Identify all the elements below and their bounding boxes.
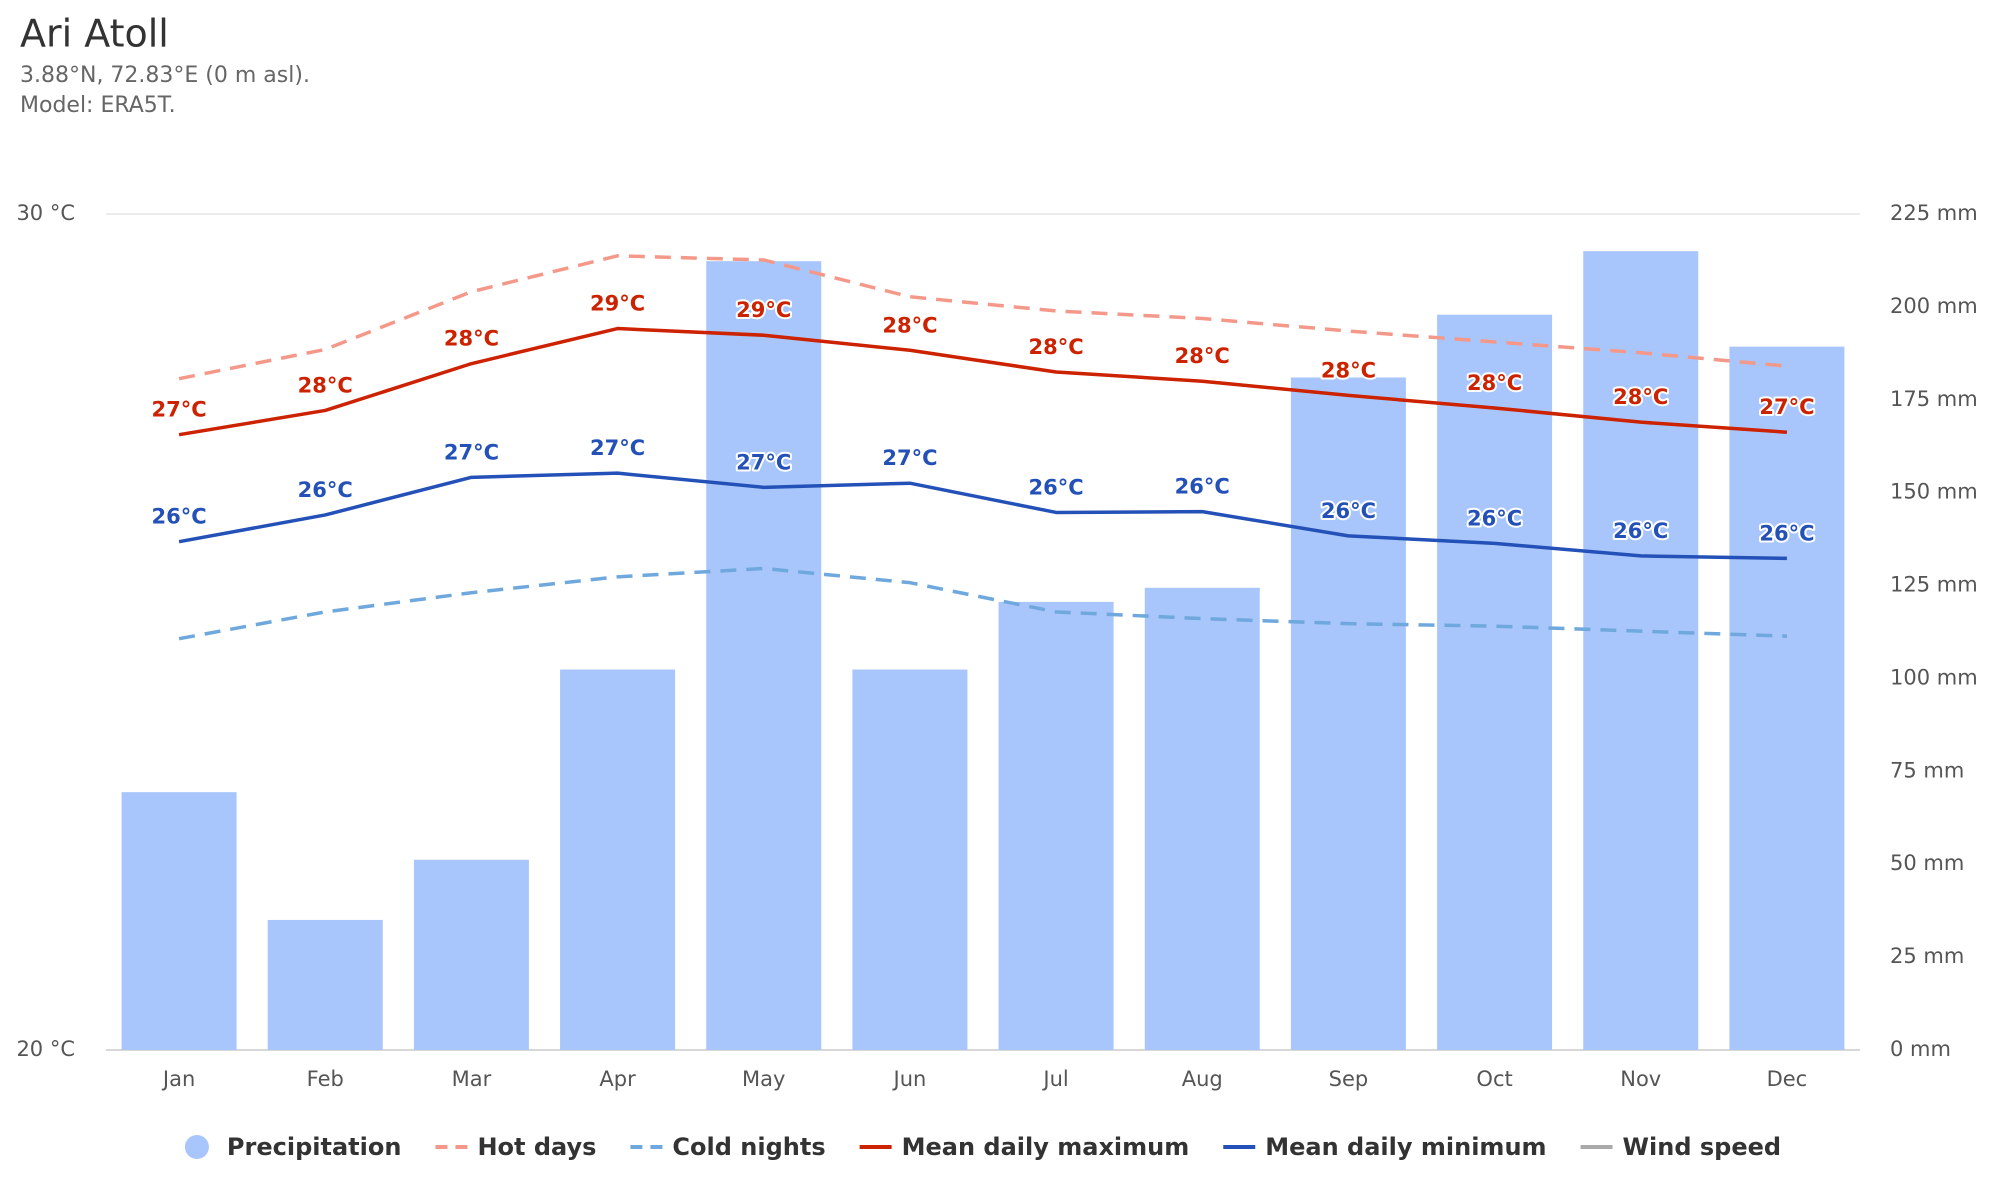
data-label: 27°C: [1759, 395, 1814, 419]
y2-tick-label: 150 mm: [1890, 480, 1978, 504]
y2-tick-label: 175 mm: [1890, 387, 1978, 411]
data-label: 28°C: [1029, 335, 1084, 359]
y2-tick-label: 125 mm: [1890, 573, 1978, 597]
data-label: 29°C: [590, 292, 645, 316]
x-tick-label: Apr: [599, 1067, 636, 1091]
y2-tick-label: 75 mm: [1890, 758, 1964, 782]
legend: Precipitation Hot days Cold nights Mean dai…: [184, 1133, 1782, 1161]
y-tick-label: 20 °C: [16, 1037, 75, 1061]
y2-tick-label: 50 mm: [1890, 851, 1964, 875]
bar: [1729, 346, 1845, 1050]
data-label: 29°C: [736, 298, 791, 322]
legend-item[interactable]: Mean daily minimum: [1223, 1133, 1547, 1161]
y2-tick-label: 225 mm: [1890, 201, 1978, 225]
data-label: 28°C: [444, 327, 499, 351]
line: [178, 566, 1787, 641]
data-label: 28°C: [1467, 371, 1522, 395]
legend-item[interactable]: Cold nights: [630, 1133, 826, 1161]
data-label: 27°C: [590, 436, 645, 460]
bar: [121, 792, 237, 1050]
legend-item[interactable]: Hot days: [435, 1133, 596, 1161]
legend-label: Wind speed: [1623, 1133, 1782, 1161]
chart-subtitle: Model: ERA5T.: [20, 93, 176, 118]
bar: [1583, 251, 1699, 1051]
data-label: 26°C: [1613, 519, 1668, 543]
legend-symbol: [184, 1135, 209, 1159]
data-label: 27°C: [152, 398, 207, 422]
x-tick-label: Dec: [1767, 1067, 1808, 1091]
legend-label: Mean daily minimum: [1265, 1133, 1546, 1161]
x-tick-label: Mar: [452, 1067, 492, 1091]
line: [178, 254, 1788, 381]
data-label: 27°C: [736, 450, 791, 474]
legend-label: Mean daily maximum: [902, 1133, 1190, 1161]
bar: [1290, 377, 1406, 1050]
data-label: 26°C: [1029, 475, 1084, 499]
x-tick-label: May: [742, 1067, 785, 1091]
x-tick-label: Jun: [892, 1067, 927, 1091]
legend-item[interactable]: Wind speed: [1580, 1133, 1782, 1161]
line: [178, 471, 1787, 561]
legend-label: Precipitation: [227, 1133, 402, 1161]
data-label: 26°C: [1467, 506, 1522, 530]
y-tick-label: 30 °C: [16, 201, 75, 225]
data-label: 28°C: [1321, 358, 1376, 382]
bar: [560, 669, 676, 1050]
x-tick-label: Jul: [1041, 1067, 1068, 1091]
bar: [267, 919, 383, 1050]
data-label: 26°C: [298, 478, 353, 502]
bar: [706, 261, 822, 1050]
bar: [852, 669, 968, 1050]
chart-subtitle: 3.88°N, 72.83°E (0 m asl).: [20, 63, 310, 88]
x-tick-label: Sep: [1329, 1067, 1369, 1091]
data-label: 27°C: [882, 446, 937, 470]
chart-title: Ari Atoll: [20, 12, 169, 56]
x-tick-label: Feb: [307, 1067, 344, 1091]
x-tick-label: Jan: [161, 1067, 195, 1091]
x-tick-label: Oct: [1476, 1067, 1512, 1091]
bar: [413, 859, 529, 1050]
legend-label: Cold nights: [672, 1133, 825, 1161]
data-label: 26°C: [152, 505, 207, 529]
bar: [1144, 587, 1260, 1050]
data-label: 26°C: [1759, 521, 1814, 545]
legend-label: Hot days: [477, 1133, 596, 1161]
data-label: 28°C: [298, 373, 353, 397]
data-label: 28°C: [1175, 344, 1230, 368]
y2-tick-label: 200 mm: [1890, 294, 1978, 318]
grid: [106, 213, 1860, 1051]
data-label: 26°C: [1321, 499, 1376, 523]
y2-tick-label: 25 mm: [1890, 944, 1964, 968]
y2-tick-label: 100 mm: [1890, 665, 1978, 689]
legend-item[interactable]: Precipitation: [184, 1133, 402, 1161]
y2-tick-label: 0 mm: [1890, 1037, 1951, 1061]
x-tick-label: Nov: [1620, 1067, 1661, 1091]
data-label: 28°C: [1613, 385, 1668, 409]
bar: [1437, 314, 1553, 1051]
data-label: 26°C: [1175, 475, 1230, 499]
x-tick-label: Aug: [1182, 1067, 1223, 1091]
data-label: 28°C: [882, 313, 937, 337]
data-label: 27°C: [444, 440, 499, 464]
bar: [998, 601, 1114, 1050]
legend-item[interactable]: Mean daily maximum: [859, 1133, 1190, 1161]
line: [178, 326, 1788, 437]
